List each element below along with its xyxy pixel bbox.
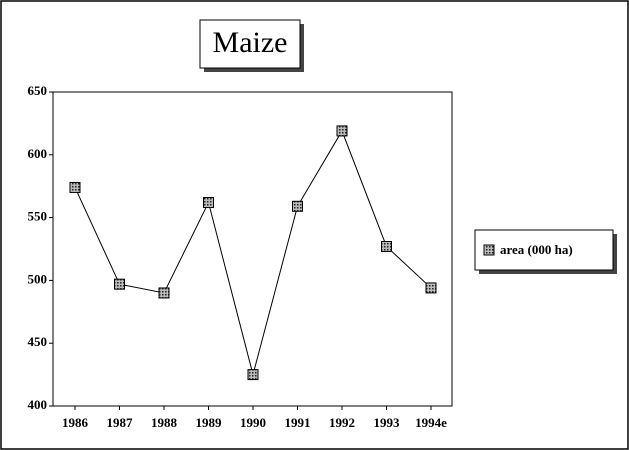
point-marker xyxy=(247,369,259,381)
x-tick-label: 1993 xyxy=(374,415,401,430)
point-marker xyxy=(158,287,170,299)
point-marker xyxy=(292,200,303,212)
x-tick-label: 1990 xyxy=(240,415,266,430)
point-marker xyxy=(203,197,214,209)
x-tick-label: 1992 xyxy=(329,415,355,430)
legend-box xyxy=(474,229,614,271)
x-tick-label: 1994e xyxy=(415,415,447,430)
x-tick-label: 1987 xyxy=(107,415,134,430)
y-tick-label: 550 xyxy=(28,209,48,224)
point-marker xyxy=(425,282,437,294)
point-marker xyxy=(381,240,392,252)
legend-label: area (000 ha) xyxy=(500,242,573,257)
y-tick-label: 500 xyxy=(28,271,48,286)
y-tick-label: 600 xyxy=(28,146,48,161)
y-tick-label: 400 xyxy=(28,397,48,412)
x-tick-label: 1988 xyxy=(151,415,178,430)
legend-marker xyxy=(483,244,495,256)
x-tick-label: 1989 xyxy=(196,415,223,430)
chart-title: Maize xyxy=(213,26,288,59)
point-marker xyxy=(114,278,125,290)
y-tick-label: 650 xyxy=(28,83,48,98)
y-tick-label: 450 xyxy=(28,334,48,349)
x-tick-label: 1986 xyxy=(62,415,89,430)
point-marker xyxy=(69,181,81,193)
title-box xyxy=(199,19,301,69)
point-marker xyxy=(336,125,348,137)
x-tick-label: 1991 xyxy=(285,415,311,430)
